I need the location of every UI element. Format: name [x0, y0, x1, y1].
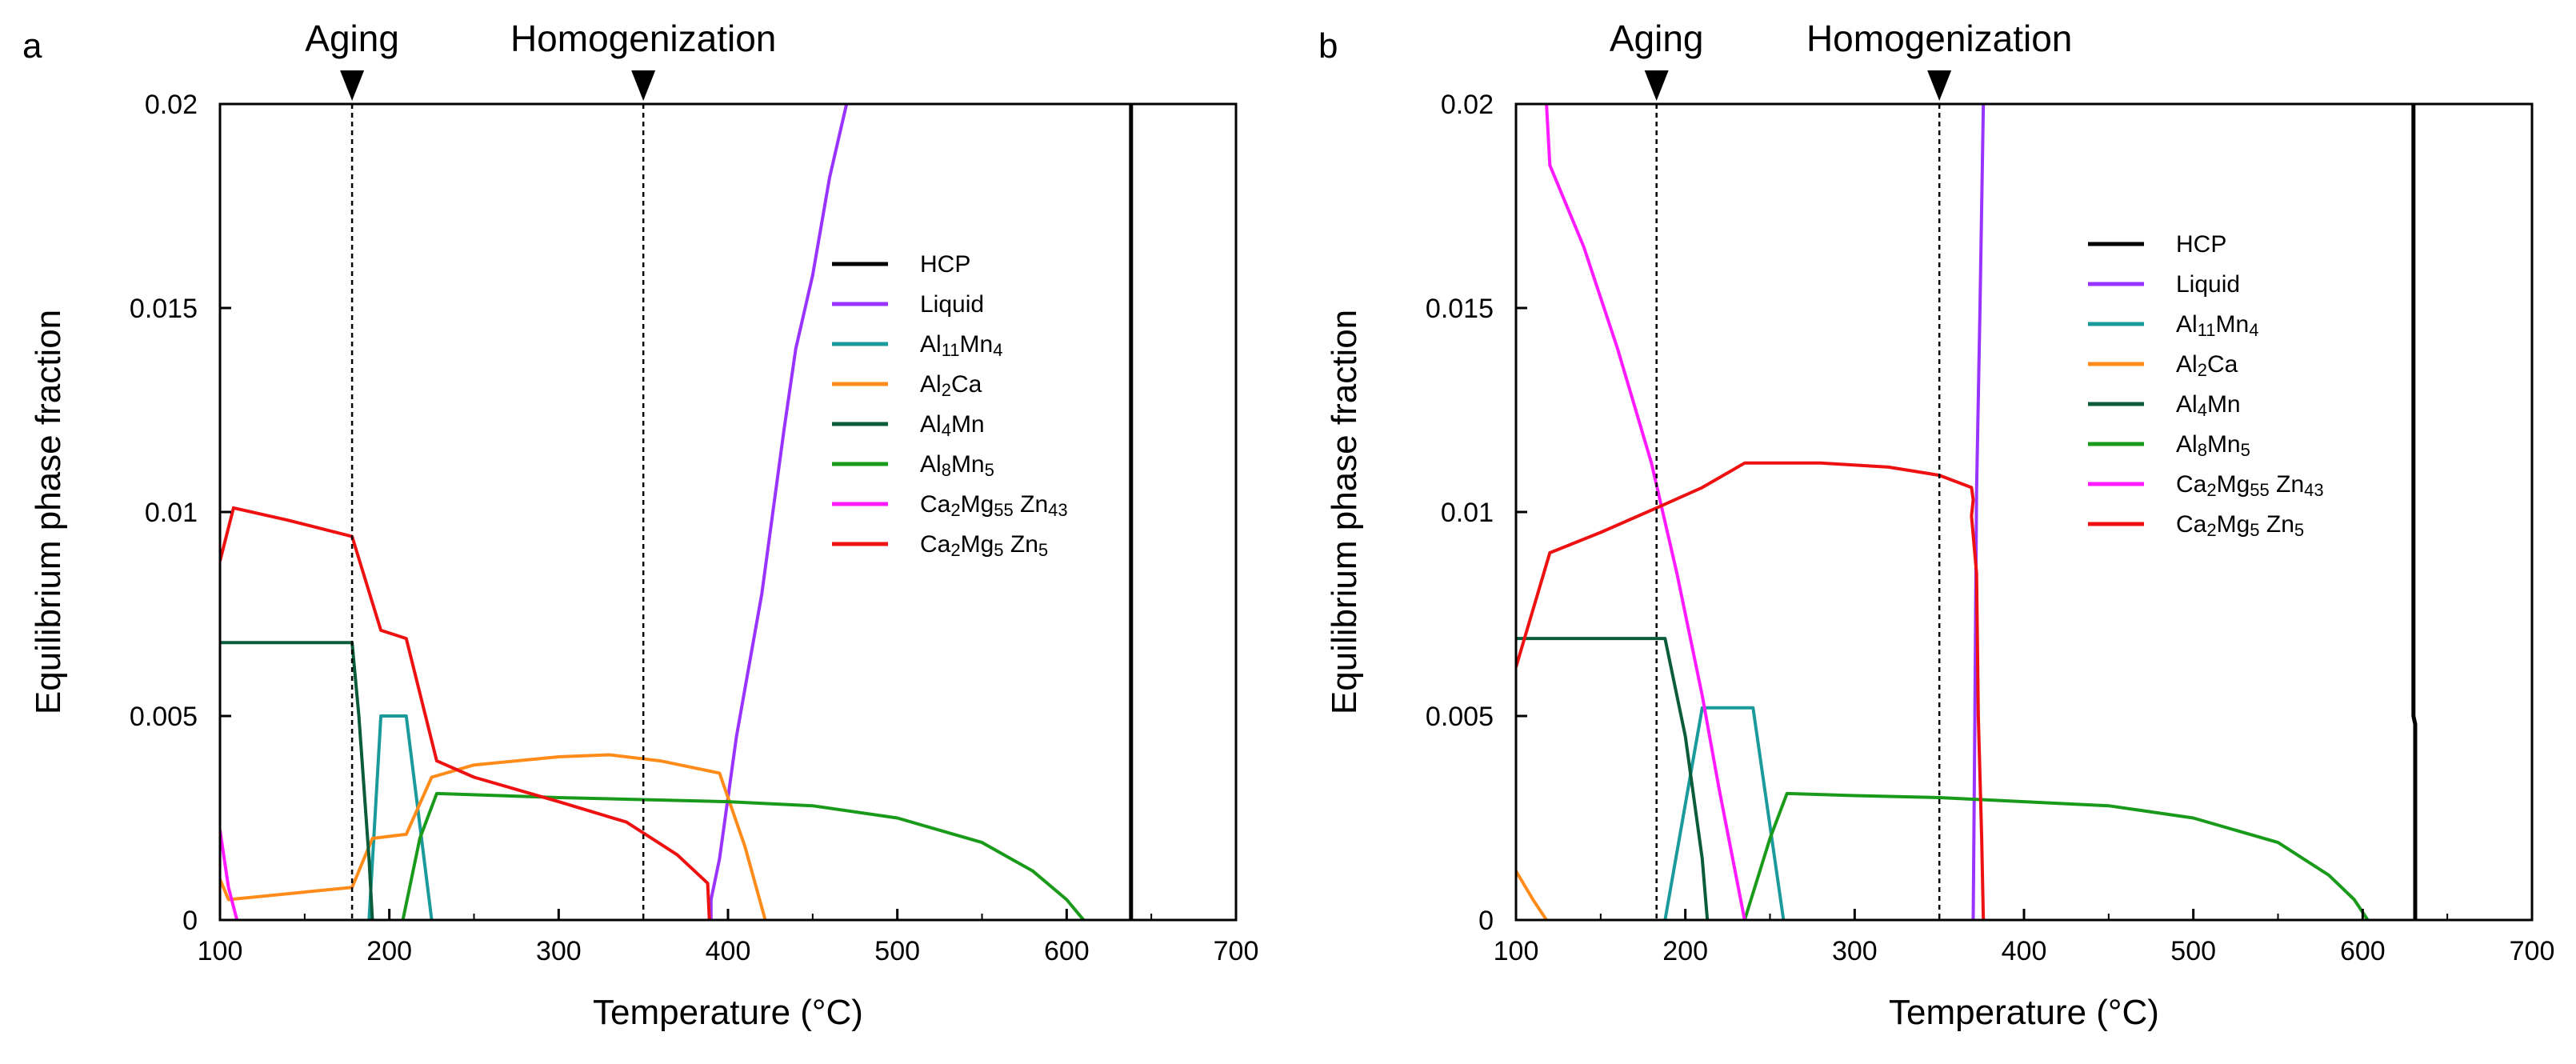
legend-entry-hcp: HCP	[2176, 231, 2226, 258]
x-tick-label: 700	[2510, 936, 2555, 966]
legend-entry-al4mn: Al4Mn	[2176, 391, 2241, 420]
x-axis-label: Temperature (°C)	[593, 993, 863, 1032]
annotation-label-aging: Aging	[1610, 18, 1704, 59]
legend-entry-ca2mg55zn43: Ca2Mg55 Zn43	[920, 491, 1068, 520]
y-tick-label: 0.015	[1426, 294, 1494, 324]
series-line-al4mn	[220, 641, 374, 921]
x-tick-label: 300	[536, 936, 582, 966]
legend-entry-al4mn: Al4Mn	[920, 411, 985, 440]
x-tick-label: 200	[1662, 936, 1708, 966]
series-line-ca2mg55zn43	[1545, 103, 1746, 921]
x-tick-label: 600	[1044, 936, 1090, 966]
x-tick-label: 200	[366, 936, 412, 966]
series-line-al11mn4	[1663, 706, 1786, 921]
series-line-al2ca	[220, 753, 767, 921]
annotation-arrow-aging	[1644, 70, 1669, 101]
legend-entry-ca2mg5zn5: Ca2Mg5 Zn5	[2176, 511, 2304, 540]
legend-entry-al11mn4: Al11Mn4	[2176, 311, 2258, 340]
y-tick-label: 0.02	[1441, 90, 1494, 120]
legend-entry-al11mn4: Al11Mn4	[920, 331, 1002, 360]
y-tick-label: 0.005	[130, 702, 198, 732]
panel-a: a Aging Homogenization 100 200 300 400 500 600 70…	[22, 18, 1258, 1032]
series-line-liquid	[1971, 103, 1986, 921]
y-tick-label: 0.01	[145, 498, 198, 528]
annotation-label-aging: Aging	[305, 18, 399, 59]
series-line-al2ca	[1516, 870, 1548, 922]
y-tick-label: 0.015	[130, 294, 198, 324]
plot-frame	[1514, 102, 2534, 922]
y-tick-label: 0	[1478, 906, 1494, 936]
y-axis-label: Equilibrium phase fraction	[1325, 310, 1364, 714]
legend-entry-al8mn5: Al8Mn5	[920, 451, 994, 480]
series-line-al8mn5	[1742, 791, 2370, 922]
y-tick-label: 0.01	[1441, 498, 1494, 528]
x-tick-label: 500	[2170, 936, 2216, 966]
legend-entry-al2ca: Al2Ca	[920, 371, 982, 400]
legend-entry-liquid: Liquid	[920, 291, 984, 318]
y-tick-label: 0.02	[145, 90, 198, 120]
panel-b: b Aging Homogenization 100 200 300 400 500 600 70…	[1318, 18, 2554, 1032]
legend-entry-al8mn5: Al8Mn5	[2176, 431, 2250, 460]
series-group	[1516, 103, 2418, 922]
annotation-arrow-homogenization	[1927, 70, 1952, 101]
series-line-ca2mg5zn5	[1516, 461, 1986, 921]
legend-entry-ca2mg5zn5: Ca2Mg5 Zn5	[920, 531, 1048, 560]
x-tick-label: 100	[198, 936, 243, 966]
y-tick-label: 0.005	[1426, 702, 1494, 732]
annotation-label-homogenization: Homogenization	[510, 18, 776, 59]
series-line-liquid	[709, 103, 849, 920]
panel-label: a	[22, 26, 42, 66]
series-line-al4mn	[1516, 637, 1710, 921]
series-line-ca2mg55zn43	[220, 830, 239, 921]
series-line-al11mn4	[367, 714, 434, 921]
y-axis-label: Equilibrium phase fraction	[29, 310, 68, 714]
x-axis-label: Temperature (°C)	[1889, 993, 2159, 1032]
x-tick-label: 700	[1214, 936, 1259, 966]
x-tick-label: 400	[706, 936, 751, 966]
series-line-al8mn5	[401, 791, 1086, 922]
annotation-arrow-homogenization	[631, 70, 656, 101]
series-line-ca2mg5zn5	[220, 506, 711, 921]
panel-label: b	[1318, 26, 1338, 66]
legend: HCP Liquid Al11Mn4 Al2Ca Al4Mn Al8Mn5 Ca2Mg55 …	[832, 251, 1068, 560]
annotation-arrow-aging	[340, 70, 365, 101]
x-tick-label: 400	[2002, 936, 2047, 966]
series-line-hcp	[2411, 104, 2418, 920]
legend-entry-ca2mg55zn43: Ca2Mg55 Zn43	[2176, 471, 2324, 500]
y-tick-label: 0	[182, 906, 198, 936]
legend-entry-hcp: HCP	[920, 251, 970, 278]
legend: HCP Liquid Al11Mn4 Al2Ca Al4Mn Al8Mn5 Ca2Mg55 …	[2088, 231, 2324, 540]
x-tick-label: 100	[1494, 936, 1539, 966]
x-tick-label: 500	[874, 936, 920, 966]
x-tick-label: 300	[1832, 936, 1878, 966]
legend-entry-liquid: Liquid	[2176, 271, 2240, 298]
x-tick-label: 600	[2340, 936, 2386, 966]
annotation-label-homogenization: Homogenization	[1806, 18, 2072, 59]
legend-entry-al2ca: Al2Ca	[2176, 351, 2238, 380]
